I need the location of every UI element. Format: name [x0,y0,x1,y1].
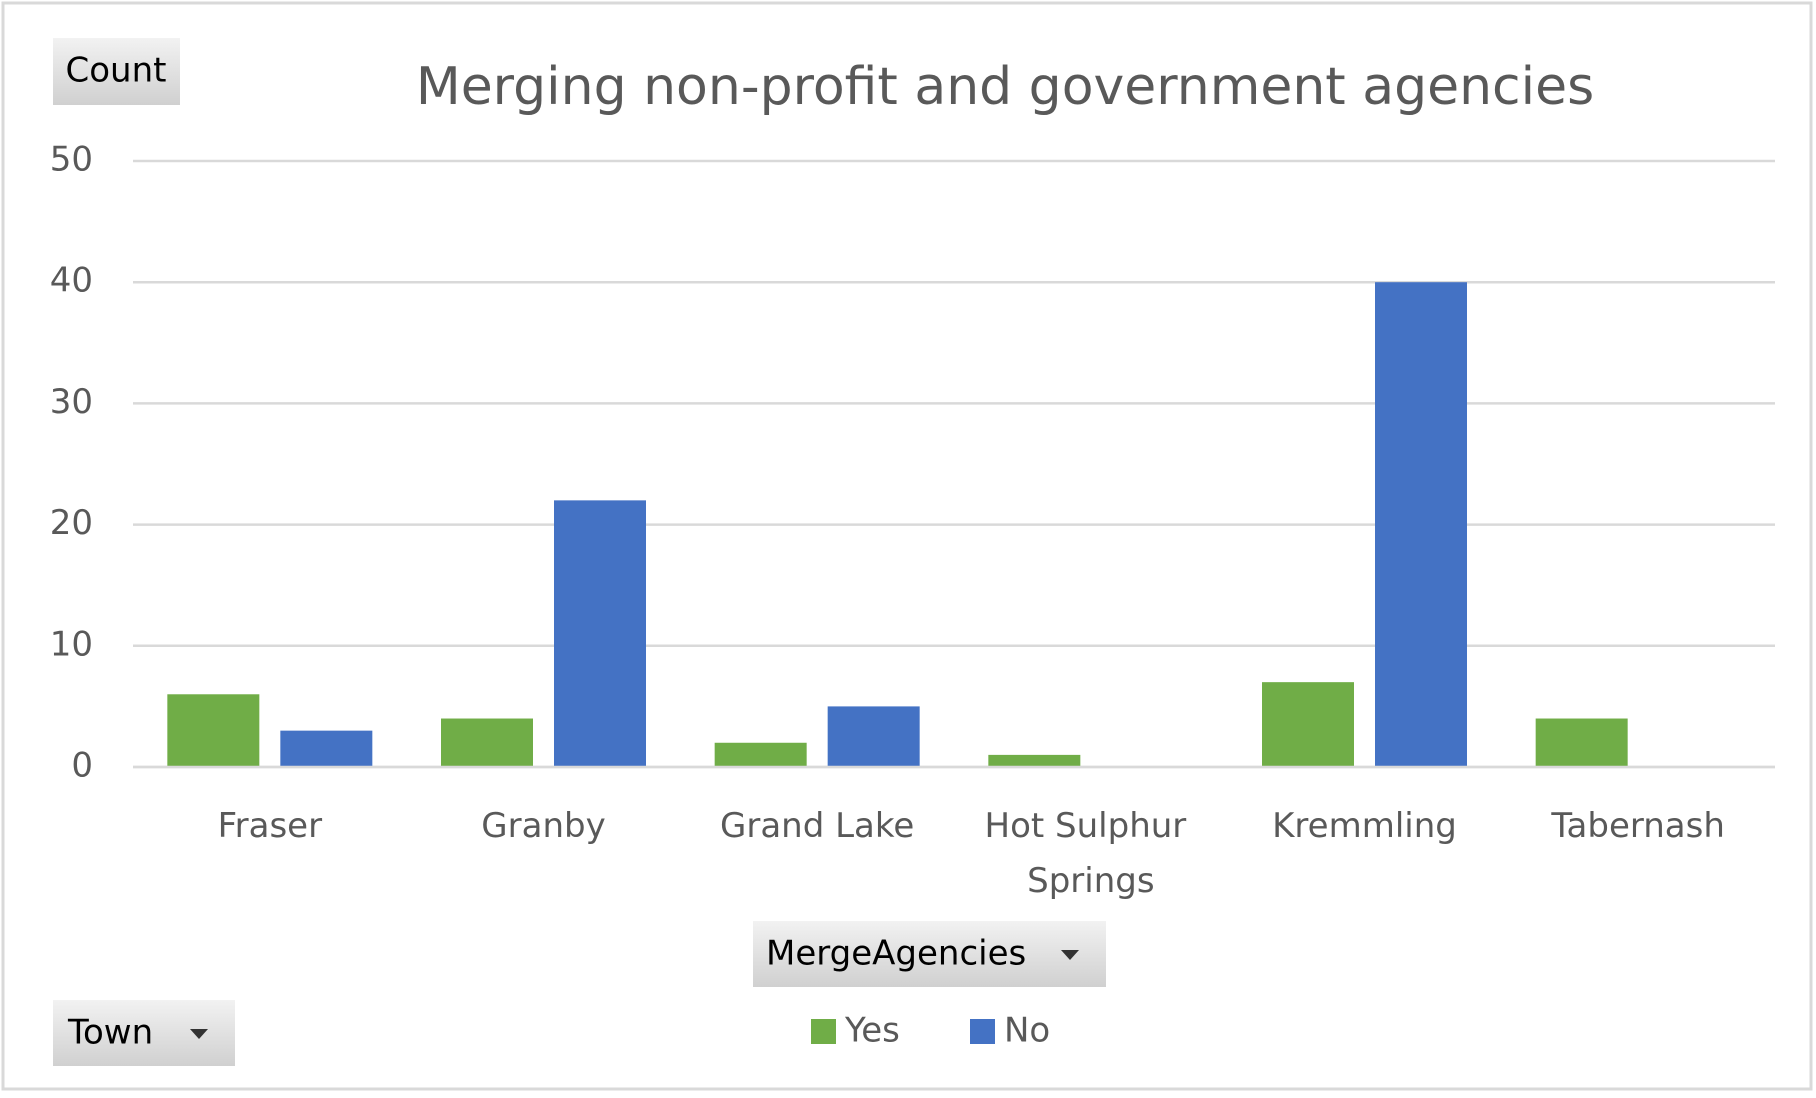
x-tick-label: Kremmling [1272,806,1457,846]
x-tick-label: Granby [481,806,605,846]
y-tick-label: 40 [50,261,93,301]
y-field-label: Count [66,51,167,91]
chart-title: Merging non-profit and government agenci… [416,57,1594,117]
button-background [53,1000,235,1066]
y-tick-label: 20 [50,503,93,543]
bar [988,754,1081,767]
bar [554,500,646,767]
legend-field-button[interactable]: MergeAgencies [753,921,1106,987]
x-field-button[interactable]: Town [53,1000,235,1066]
dropdown-arrow [190,1029,208,1039]
legend-swatch [970,1019,995,1044]
bar [1262,682,1354,767]
legend-swatch [811,1019,836,1044]
x-tick-label: Hot Sulphur Springs [985,806,1198,901]
x-tick-label: Tabernash [1550,806,1725,846]
y-tick-label: 30 [50,382,93,422]
x-field-label: Town [67,1013,153,1053]
legend-field-label: MergeAgencies [766,934,1026,974]
y-tick-label: 10 [50,624,93,664]
dropdown-arrow [1061,950,1079,960]
bar [441,718,533,767]
legend-label: Yes [844,1011,900,1051]
legend-label: No [1004,1011,1050,1051]
y-tick-label: 0 [71,746,93,786]
bar [1375,282,1467,767]
x-tick-label: Grand Lake [720,806,914,846]
x-tick-label: Fraser [218,806,323,846]
bar [827,706,920,767]
button-background [753,921,1106,987]
bar [1535,718,1628,767]
y-tick-label: 50 [50,140,93,180]
bar [280,730,373,767]
bar [714,742,807,767]
button-background [53,38,180,105]
y-field-button[interactable]: Count [53,38,180,105]
bar [167,694,260,767]
